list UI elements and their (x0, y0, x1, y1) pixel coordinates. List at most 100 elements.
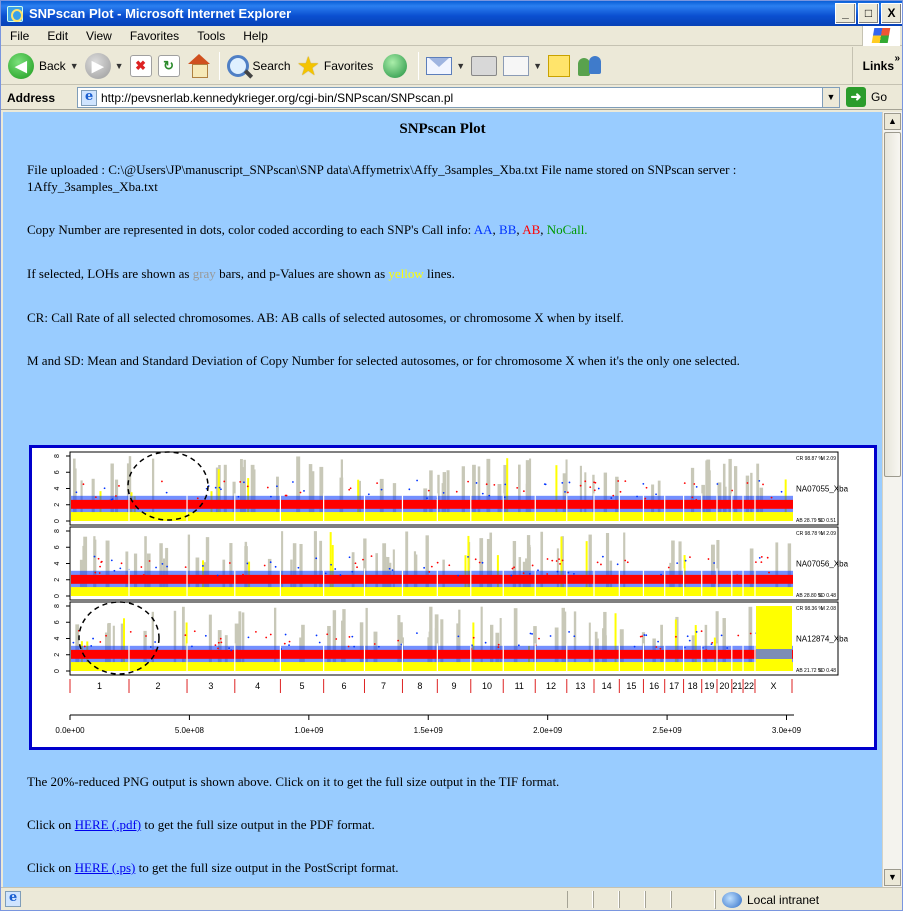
copy-number-dot (105, 634, 107, 637)
copy-number-dot (263, 564, 266, 567)
loh-bar (733, 466, 738, 521)
copy-number-dot (770, 496, 773, 499)
copy-number-dot (624, 480, 627, 483)
copy-number-dot (643, 634, 646, 636)
legend-ab: AB (522, 222, 541, 237)
chromosome-label: 5 (300, 681, 305, 691)
loh-bar (489, 532, 493, 596)
chromosome-label: 8 (417, 681, 422, 691)
home-button[interactable] (183, 49, 215, 83)
loh-bar (299, 543, 303, 596)
loh-bar (561, 536, 564, 596)
media-button[interactable] (376, 49, 414, 83)
copy-number-dot (474, 558, 477, 561)
discuss-button[interactable] (545, 49, 573, 83)
menu-favorites[interactable]: Favorites (129, 28, 180, 43)
snpscan-plot-image[interactable]: 0 2 4 6 8 CR 98.87 % M 2.09 NA07055_Xba AB 28.79… (29, 445, 877, 750)
search-button[interactable]: Search (224, 49, 294, 83)
mail-button[interactable]: ▼ (423, 49, 468, 83)
scroll-up-icon[interactable]: ▲ (884, 113, 901, 130)
copy-number-dot (573, 572, 575, 575)
maximize-button[interactable]: □ (858, 3, 879, 24)
loh-bar (363, 538, 367, 596)
copy-number-dot (710, 643, 713, 645)
copy-number-dot (522, 572, 525, 575)
y-tick-label: 2 (54, 653, 61, 657)
close-button[interactable]: X (881, 3, 902, 24)
copy-number-dot (220, 641, 223, 644)
minimize-button[interactable]: _ (835, 3, 856, 24)
mail-dropdown-icon[interactable]: ▼ (456, 60, 466, 71)
copy-number-dot (720, 634, 723, 637)
loh-bar (705, 460, 710, 521)
pdf-prefix: Click on (27, 817, 75, 832)
favorites-button[interactable]: ★ Favorites (294, 49, 377, 83)
menu-file[interactable]: File (10, 28, 30, 43)
x-tick-label: 1.5e+09 (414, 726, 444, 735)
copy-number-dot (145, 635, 147, 637)
loh-bar (579, 465, 582, 521)
menu-edit[interactable]: Edit (47, 28, 69, 43)
copy-number-dot (693, 483, 696, 485)
copy-number-dot (472, 636, 475, 639)
back-dropdown-icon[interactable]: ▼ (69, 60, 79, 71)
chromosome-label: 4 (255, 681, 260, 691)
edit-button[interactable]: ▼ (500, 49, 545, 83)
forward-button[interactable]: ▶ ▼ (82, 49, 127, 83)
copy-number-dot (473, 574, 475, 577)
back-button[interactable]: ◀ Back ▼ (5, 49, 82, 83)
title-bar[interactable]: SNPscan Plot - Microsoft Internet Explor… (1, 1, 902, 26)
address-input[interactable]: http://pevsnerlab.kennedykrieger.org/cgi… (77, 87, 840, 108)
print-button[interactable] (468, 49, 500, 83)
windows-logo-icon (862, 26, 900, 46)
copy-number-dot (214, 486, 217, 489)
menu-help[interactable]: Help (243, 28, 268, 43)
copy-number-dot (493, 483, 496, 486)
loh-bar (623, 532, 626, 596)
forward-dropdown-icon[interactable]: ▼ (114, 60, 124, 71)
copy-number-dot (246, 562, 249, 565)
y-tick-label: 2 (54, 503, 61, 507)
loh-bar (208, 614, 212, 671)
loh-bar (342, 609, 346, 671)
pvalue-line (331, 545, 334, 596)
copy-number-dot (601, 555, 604, 558)
copy-number-dot (154, 641, 157, 643)
loh-bar (756, 463, 760, 521)
ps-link[interactable]: HERE (.ps) (74, 860, 136, 875)
messenger-icon (576, 54, 604, 78)
vertical-scrollbar[interactable]: ▲ ▼ (882, 112, 902, 887)
scroll-thumb[interactable] (884, 132, 901, 477)
copy-number-dot (616, 563, 619, 566)
pdf-line: Click on HERE (.pdf) to get the full siz… (27, 816, 867, 833)
chromosome-label: 3 (208, 681, 213, 691)
pdf-link[interactable]: HERE (.pdf) (74, 817, 142, 832)
copy-number-dot (148, 560, 151, 562)
go-button[interactable]: ➜ Go (846, 87, 887, 107)
copy-number-dot (351, 570, 354, 573)
edit-dropdown-icon[interactable]: ▼ (533, 60, 543, 71)
menu-tools[interactable]: Tools (197, 28, 226, 43)
messenger-button[interactable] (573, 49, 607, 83)
links-button[interactable]: Links » (851, 47, 902, 85)
scroll-down-icon[interactable]: ▼ (884, 869, 901, 886)
copy-number-dot (354, 562, 357, 565)
window-title: SNPscan Plot - Microsoft Internet Explor… (29, 6, 292, 21)
address-dropdown-icon[interactable]: ▼ (822, 88, 839, 107)
copy-number-dot (216, 574, 219, 577)
chromosome-label: 1 (97, 681, 102, 691)
loh-bar (728, 458, 732, 521)
legend-aa: AA (473, 222, 493, 237)
copy-number-dot (707, 558, 710, 560)
loh-bar (716, 539, 720, 596)
loh-bar (525, 460, 530, 521)
stop-button[interactable]: ✖ (127, 49, 155, 83)
pvalue-line (467, 535, 470, 596)
copy-number-dot (691, 496, 694, 499)
loh-bar (499, 618, 502, 671)
favorites-star-icon: ★ (296, 50, 320, 81)
chromosome-label: 12 (546, 681, 556, 691)
refresh-button[interactable]: ↻ (155, 49, 183, 83)
menu-view[interactable]: View (86, 28, 112, 43)
loh-bar (440, 619, 444, 671)
